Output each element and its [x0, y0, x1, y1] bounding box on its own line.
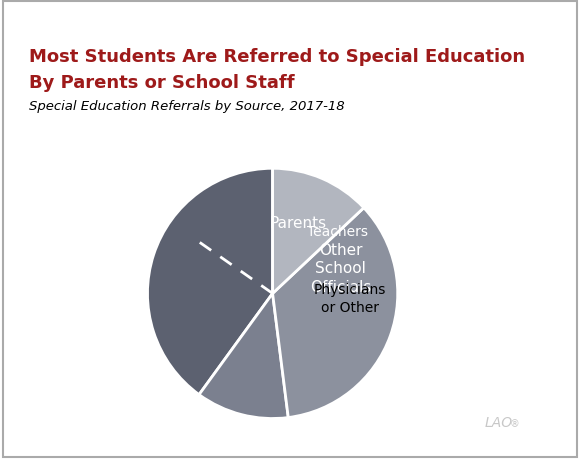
Text: Most Students Are Referred to Special Education: Most Students Are Referred to Special Ed… — [29, 48, 525, 66]
Text: LAO: LAO — [484, 415, 512, 429]
Text: Special Education Referrals by Source, 2017-18: Special Education Referrals by Source, 2… — [29, 100, 345, 113]
Text: By Parents or School Staff: By Parents or School Staff — [29, 73, 295, 91]
Text: Other
School
Officials: Other School Officials — [310, 242, 371, 294]
Text: Teachers: Teachers — [307, 224, 368, 238]
Wedge shape — [147, 169, 273, 395]
Text: Figure 2: Figure 2 — [16, 13, 85, 28]
Wedge shape — [273, 169, 364, 294]
Text: Parents: Parents — [270, 216, 327, 231]
Text: ®: ® — [509, 418, 519, 428]
Text: Physicians
or Other: Physicians or Other — [314, 283, 386, 314]
Wedge shape — [199, 294, 288, 419]
Wedge shape — [273, 208, 398, 418]
